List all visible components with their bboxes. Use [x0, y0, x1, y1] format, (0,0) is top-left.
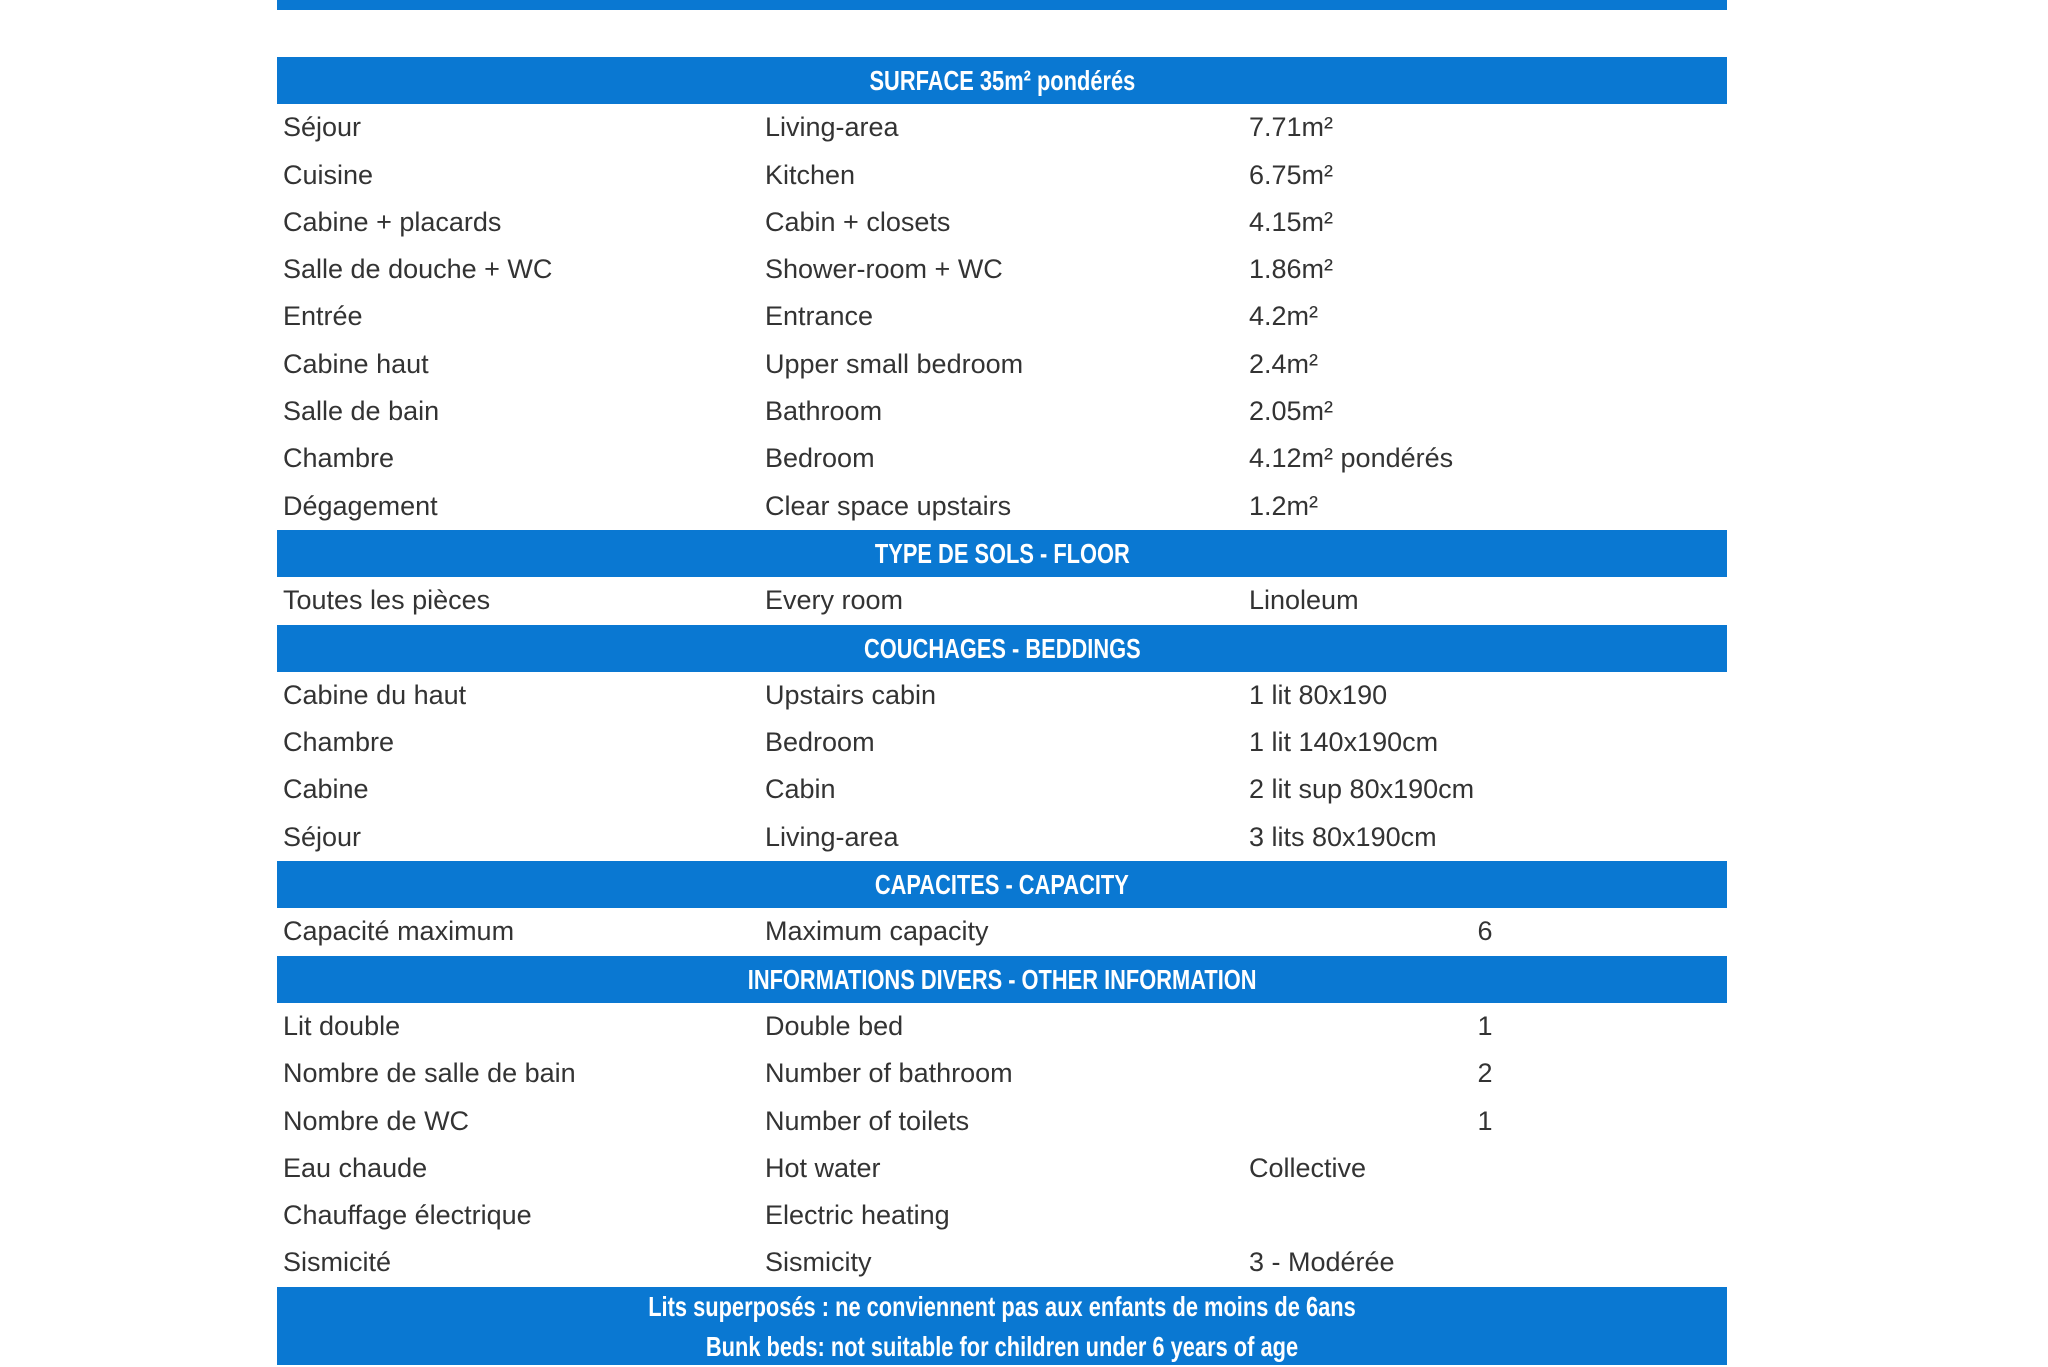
value: 1 lit 140x190cm [1249, 727, 1439, 758]
value: Linoleum [1249, 585, 1359, 616]
section-title: TYPE DE SOLS - FLOOR [874, 537, 1130, 569]
label-french: Eau chaude [283, 1152, 428, 1183]
label-french: Salle de douche + WC [283, 254, 553, 285]
label-english: Living-area [765, 112, 899, 143]
property-details-table: SURFACE 35m² pondérés Séjour Living-area 7.… [277, 57, 1727, 1287]
count: 1 [1477, 1010, 1493, 1041]
value: 1.2m² [1249, 490, 1319, 521]
label-french: Séjour [283, 821, 362, 852]
label-english: Shower-room + WC [765, 254, 1003, 285]
value: 7.71m² [1249, 112, 1334, 143]
label-french: Salle de bain [283, 396, 440, 427]
table-row: Toutes les pièces Every room Linoleum [277, 577, 1727, 624]
table-row: Séjour Living-area 7.71m² [277, 104, 1727, 151]
value: 2 lit sup 80x190cm [1249, 774, 1475, 805]
table-row: Nombre de salle de bain Number of bathroo… [277, 1050, 1727, 1097]
bunk-bed-warning: Lits superposés : ne conviennent pas aux… [277, 1287, 1727, 1365]
section-header: COUCHAGES - BEDDINGS [277, 624, 1727, 672]
table-row: Cuisine Kitchen 6.75m² [277, 152, 1727, 199]
section-title: SURFACE 35m² pondérés [869, 65, 1135, 96]
table-row: Cabine + placards Cabin + closets 4.15m² [277, 199, 1727, 246]
label-french: Sismicité [283, 1247, 392, 1278]
label-english: Electric heating [765, 1200, 950, 1231]
label-french: Nombre de salle de bain [283, 1058, 576, 1089]
label-english: Cabin + closets [765, 206, 951, 237]
value: 6.75m² [1249, 159, 1334, 190]
section-header: TYPE DE SOLS - FLOOR [277, 529, 1727, 578]
label-english: Bathroom [765, 396, 883, 427]
table-row: Cabine du haut Upstairs cabin 1 lit 80x190 [277, 672, 1727, 719]
value: 1.86m² [1249, 254, 1334, 285]
label-french: Cabine du haut [283, 679, 467, 710]
table-row: Nombre de WC Number of toilets 1 [277, 1098, 1727, 1145]
label-english: Upper small bedroom [765, 348, 1024, 379]
table-row: Chambre Bedroom 4.12m² pondérés [277, 435, 1727, 482]
label-english: Number of toilets [765, 1105, 970, 1136]
label-french: Entrée [283, 301, 363, 332]
table-row: Eau chaude Hot water Collective [277, 1145, 1727, 1192]
label-french: Nombre de WC [283, 1105, 470, 1136]
label-french: Cabine + placards [283, 206, 502, 237]
value: 4.15m² [1249, 206, 1334, 237]
value: 4.12m² pondérés [1249, 443, 1454, 474]
value: 4.2m² [1249, 301, 1319, 332]
section-header: INFORMATIONS DIVERS - OTHER INFORMATION [277, 955, 1727, 1003]
label-french: Cabine [283, 774, 369, 805]
count: 6 [1477, 916, 1493, 947]
label-french: Toutes les pièces [283, 585, 491, 616]
count: 1 [1477, 1105, 1493, 1136]
section-title: CAPACITES - CAPACITY [874, 869, 1129, 901]
label-french: Cabine haut [283, 348, 429, 379]
label-english: Kitchen [765, 159, 856, 190]
label-english: Living-area [765, 821, 899, 852]
table-row: Salle de douche + WC Shower-room + WC 1.86… [277, 246, 1727, 293]
table-row: Cabine haut Upper small bedroom 2.4m² [277, 341, 1727, 388]
label-english: Maximum capacity [765, 916, 989, 947]
table-row: Sismicité Sismicity 3 - Modérée [277, 1239, 1727, 1286]
value: 3 - Modérée [1249, 1247, 1395, 1278]
label-english: Cabin [765, 774, 836, 805]
section-header: CAPACITES - CAPACITY [277, 861, 1727, 909]
section-title: COUCHAGES - BEDDINGS [863, 632, 1141, 664]
label-english: Upstairs cabin [765, 679, 937, 710]
label-english: Every room [765, 585, 904, 616]
table-row: Séjour Living-area 3 lits 80x190cm [277, 814, 1727, 861]
label-english: Clear space upstairs [765, 490, 1012, 521]
label-english: Number of bathroom [765, 1058, 1013, 1089]
table-row: Dégagement Clear space upstairs 1.2m² [277, 483, 1727, 530]
label-french: Chambre [283, 443, 395, 474]
table-row: Salle de bain Bathroom 2.05m² [277, 388, 1727, 435]
label-english: Bedroom [765, 727, 875, 758]
warning-english: Bunk beds: not suitable for children und… [705, 1331, 1299, 1362]
label-english: Hot water [765, 1152, 881, 1183]
section-title: INFORMATIONS DIVERS - OTHER INFORMATION [747, 963, 1257, 995]
label-english: Entrance [765, 301, 874, 332]
value: 2.05m² [1249, 396, 1334, 427]
value: 2.4m² [1249, 348, 1319, 379]
table-row: Lit double Double bed 1 [277, 1003, 1727, 1050]
label-french: Dégagement [283, 490, 438, 521]
label-french: Cuisine [283, 159, 374, 190]
label-french: Chambre [283, 727, 395, 758]
label-english: Double bed [765, 1010, 904, 1041]
section-header: SURFACE 35m² pondérés [277, 57, 1727, 105]
table-row: Capacité maximum Maximum capacity 6 [277, 908, 1727, 955]
value: 3 lits 80x190cm [1249, 821, 1437, 852]
label-english: Sismicity [765, 1247, 872, 1278]
label-english: Bedroom [765, 443, 875, 474]
table-row: Cabine Cabin 2 lit sup 80x190cm [277, 766, 1727, 813]
warning-french: Lits superposés : ne conviennent pas aux… [648, 1291, 1356, 1322]
label-french: Capacité maximum [283, 916, 515, 947]
table-row: Chauffage électrique Electric heating [277, 1192, 1727, 1239]
top-rule [277, 0, 1727, 10]
table-row: Chambre Bedroom 1 lit 140x190cm [277, 719, 1727, 766]
label-french: Chauffage électrique [283, 1200, 532, 1231]
table-row: Entrée Entrance 4.2m² [277, 293, 1727, 340]
value: Collective [1249, 1152, 1367, 1183]
count: 2 [1477, 1058, 1493, 1089]
label-french: Séjour [283, 112, 362, 143]
value: 1 lit 80x190 [1249, 679, 1388, 710]
label-french: Lit double [283, 1010, 401, 1041]
